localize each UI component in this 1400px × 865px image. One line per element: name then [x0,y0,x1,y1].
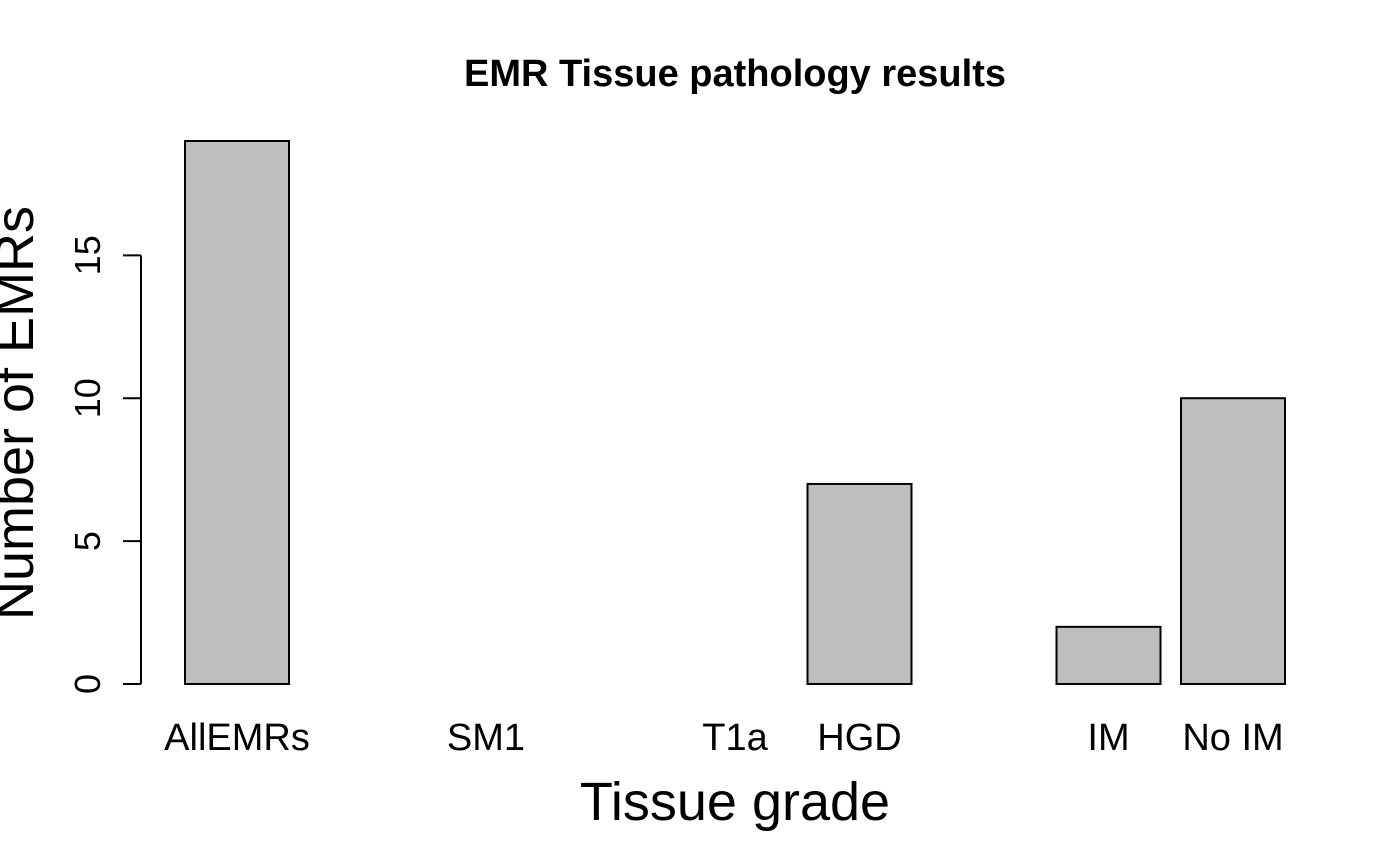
category-label-0: AllEMRs [164,717,310,759]
y-axis: 0 5 10 15 [67,235,142,694]
category-label-7: IM [1087,717,1129,759]
bar-7 [1055,625,1162,685]
category-label-4: T1a [702,717,768,759]
bar-0 [184,140,290,685]
y-tick-label-2: 10 [67,378,108,418]
y-axis-label: Number of EMRs [0,206,45,620]
bars-group [184,140,1286,685]
category-label-5: HGD [817,717,901,759]
bar-5 [806,482,913,685]
category-labels-group: AllEMRs SM1 T1a HGD IM No IM [164,717,1284,759]
x-axis-label: Tissue grade [580,772,890,832]
y-tick-label-1: 5 [67,531,108,551]
category-label-8: No IM [1182,717,1283,759]
bar-8 [1180,397,1286,685]
chart-title: EMR Tissue pathology results [464,53,1006,95]
category-label-2: SM1 [447,717,525,759]
y-tick-label-3: 15 [67,235,108,275]
y-tick-label-0: 0 [67,674,108,694]
